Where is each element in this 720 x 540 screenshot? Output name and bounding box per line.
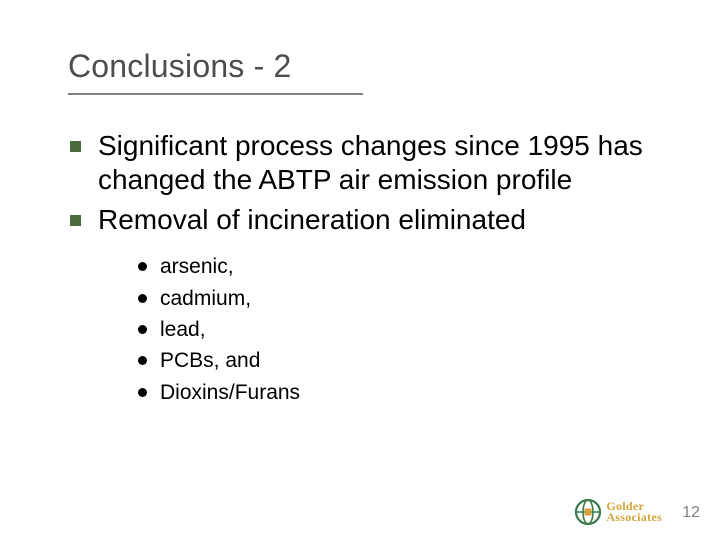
globe-icon [574,498,602,526]
bullet-text: Dioxins/Furans [160,381,300,404]
bullet-list-level2: arsenic, cadmium, lead, PCBs, and [98,253,670,405]
slide-body: Significant process changes since 1995 h… [68,129,670,406]
slide: Conclusions - 2 Significant process chan… [0,0,720,540]
logo-text: Golder Associates [606,501,662,524]
square-bullet-icon [70,215,81,226]
page-number: 12 [682,504,700,522]
list-item: PCBs, and [138,347,670,374]
dot-bullet-icon [138,388,147,397]
bullet-text: lead, [160,318,206,341]
bullet-list-level1: Significant process changes since 1995 h… [68,129,670,406]
square-bullet-icon [70,141,81,152]
brand-logo: Golder Associates [574,498,662,526]
list-item: Dioxins/Furans [138,379,670,406]
bullet-text: cadmium, [160,287,251,310]
logo-line2: Associates [606,512,662,523]
list-item: lead, [138,316,670,343]
bullet-text: PCBs, and [160,349,260,372]
list-item: arsenic, [138,253,670,280]
list-item: Removal of incineration eliminated arsen… [68,203,670,406]
list-item: Significant process changes since 1995 h… [68,129,670,197]
dot-bullet-icon [138,325,147,334]
title-underline [68,93,363,95]
dot-bullet-icon [138,294,147,303]
bullet-text: Significant process changes since 1995 h… [98,130,643,195]
bullet-text: Removal of incineration eliminated [98,204,526,235]
dot-bullet-icon [138,262,147,271]
dot-bullet-icon [138,356,147,365]
slide-title: Conclusions - 2 [68,48,670,85]
list-item: cadmium, [138,285,670,312]
title-container: Conclusions - 2 [68,48,670,93]
bullet-text: arsenic, [160,255,234,278]
